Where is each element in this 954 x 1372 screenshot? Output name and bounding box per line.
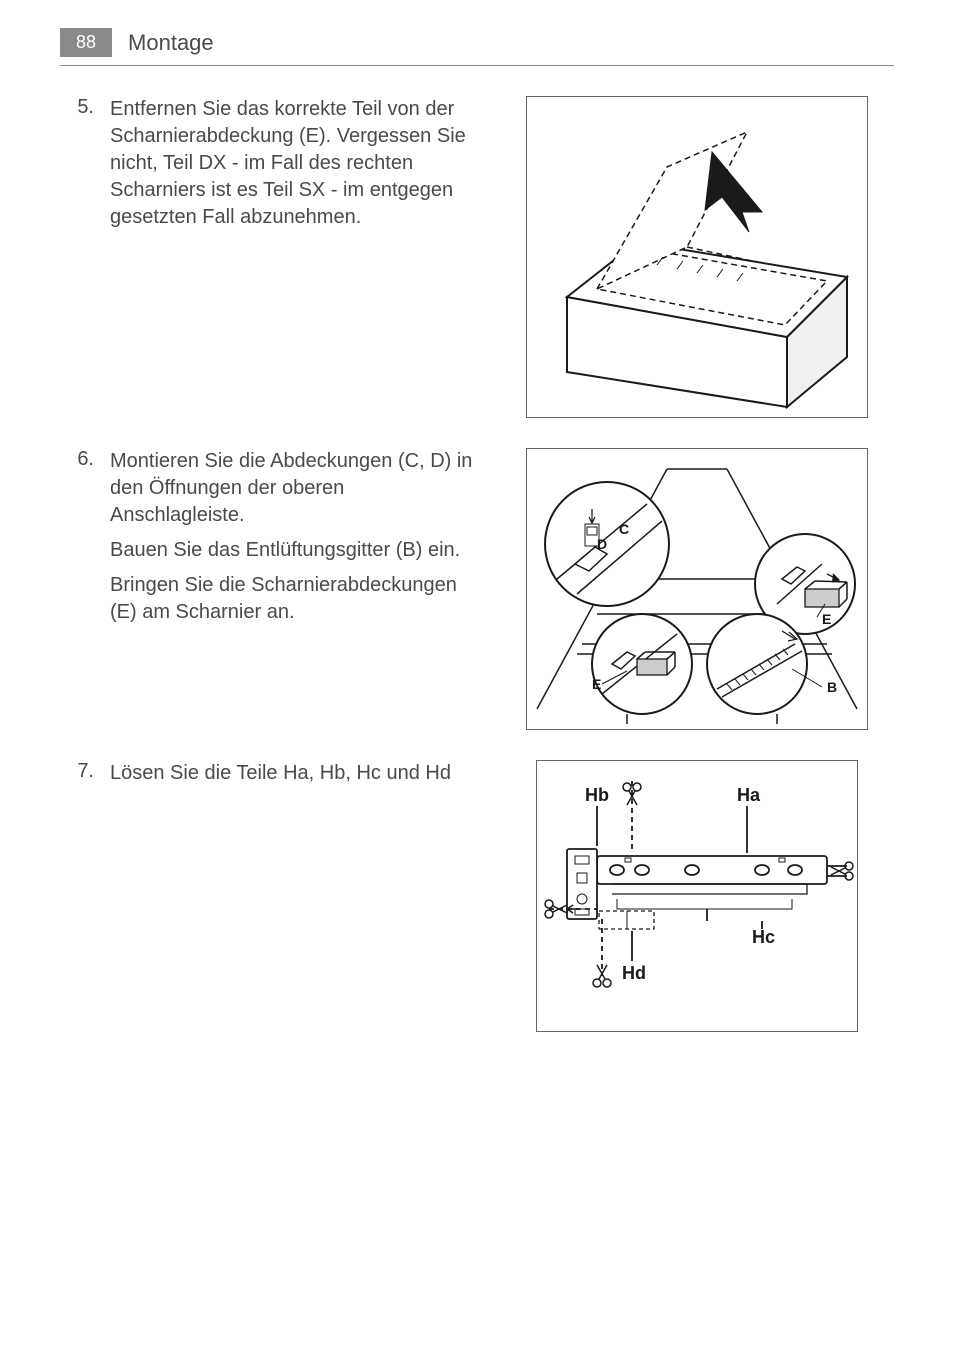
fig7-label-hb: Hb [585,785,609,805]
step-6-p3: Bringen Sie die Scharnierabdeckungen (E)… [110,572,480,626]
step-6-row: 6. Montieren Sie die Abdeckungen (C, D) … [60,448,894,730]
step-7-text: 7. Lösen Sie die Teile Ha, Hb, Hc und Hd [60,760,480,1032]
step-6-p1: Montieren Sie die Abdeckungen (C, D) in … [110,448,480,529]
step-5-row: 5. Entfernen Sie das korrekte Teil von d… [60,96,894,418]
step-6-figure: C D [526,448,868,730]
page-content: 5. Entfernen Sie das korrekte Teil von d… [60,96,894,1032]
fig6-label-e-right: E [822,611,831,627]
step-5-figure [526,96,868,418]
step-7-body: Lösen Sie die Teile Ha, Hb, Hc und Hd [110,760,480,1032]
step-7-number: 7. [60,760,110,1032]
fig6-label-b: B [827,679,837,695]
fig6-label-e-left: E [592,676,601,692]
step-5-text: 5. Entfernen Sie das korrekte Teil von d… [60,96,480,418]
fig5-svg [527,97,867,417]
step-7-row: 7. Lösen Sie die Teile Ha, Hb, Hc und Hd [60,760,894,1032]
step-5-figure-col [500,96,894,418]
step-7-figure: Hb Ha Hc Hd [536,760,858,1032]
step-7-p1: Lösen Sie die Teile Ha, Hb, Hc und Hd [110,760,480,787]
fig6-label-d: D [597,536,607,552]
step-6-p2: Bauen Sie das Entlüftungsgitter (B) ein. [110,537,480,564]
step-6-text: 6. Montieren Sie die Abdeckungen (C, D) … [60,448,480,730]
step-6-body: Montieren Sie die Abdeckungen (C, D) in … [110,448,480,730]
step-7-figure-col: Hb Ha Hc Hd [500,760,894,1032]
step-5-body: Entfernen Sie das korrekte Teil von der … [110,96,480,418]
fig6-label-c: C [619,521,629,537]
section-title: Montage [128,30,214,56]
fig7-label-ha: Ha [737,785,761,805]
step-6-number: 6. [60,448,110,730]
fig7-label-hc: Hc [752,927,775,947]
step-5-p1: Entfernen Sie das korrekte Teil von der … [110,96,480,231]
step-6-figure-col: C D [500,448,894,730]
fig7-svg: Hb Ha Hc Hd [537,761,857,1031]
page-header: 88 Montage [60,20,894,66]
step-5-number: 5. [60,96,110,418]
fig6-svg: C D [527,449,867,729]
page-number: 88 [60,28,112,57]
fig7-label-hd: Hd [622,963,646,983]
